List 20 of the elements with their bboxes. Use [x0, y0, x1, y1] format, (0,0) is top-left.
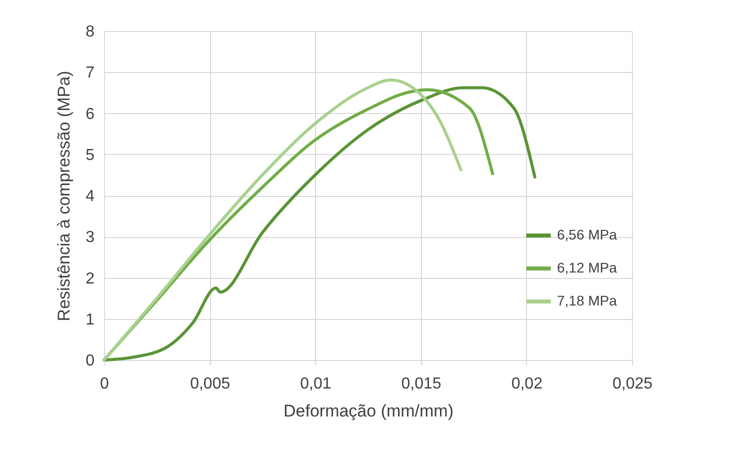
y-tick-label: 4 — [86, 188, 95, 205]
y-tick-label: 7 — [86, 64, 95, 82]
legend-label: 6,56 MPa — [557, 226, 618, 242]
x-tick-label: 0 — [100, 376, 110, 392]
y-tick-label: 5 — [86, 146, 95, 164]
y-tick-label: 1 — [86, 311, 95, 328]
y-tick-label: 0 — [86, 352, 95, 370]
x-tick-label: 0,015 — [401, 376, 442, 392]
legend-label: 7,18 MPa — [557, 292, 618, 308]
x-tick-label: 0,025 — [612, 376, 653, 392]
x-axis-title: Deformação (mm/mm) — [283, 402, 454, 420]
y-axis-title: Resistência à compressão (MPa) — [54, 70, 74, 322]
y-tick-label: 8 — [86, 24, 95, 40]
y-tick-label: 3 — [86, 229, 95, 246]
y-tick-label: 2 — [86, 270, 95, 288]
x-tick-label: 0,02 — [511, 376, 543, 392]
x-tick-label: 0,005 — [190, 376, 230, 392]
y-tick-label: 6 — [86, 106, 95, 123]
legend-label: 6,12 MPa — [557, 260, 618, 276]
x-tick-label: 0,01 — [300, 376, 332, 392]
